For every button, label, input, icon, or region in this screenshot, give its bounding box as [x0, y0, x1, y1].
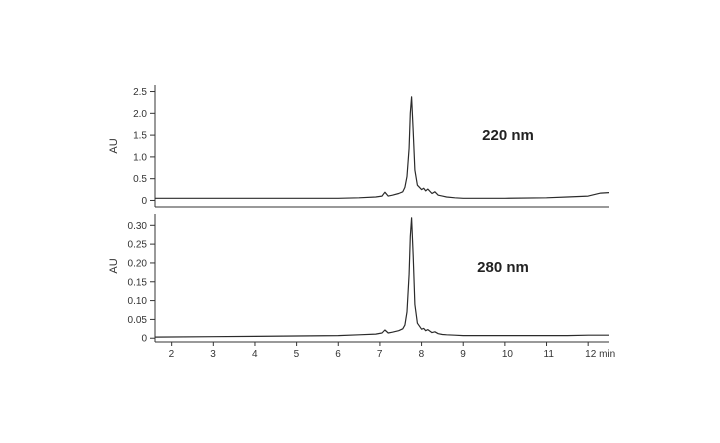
wavelength-label: 220 nm — [482, 127, 534, 144]
y-tick-label: 1.0 — [133, 152, 147, 163]
y-tick-label: 0.30 — [128, 221, 148, 232]
x-tick-label: 4 — [252, 349, 258, 360]
x-tick-label: 2 — [169, 349, 175, 360]
y-tick-label: 2.0 — [133, 109, 147, 120]
y-tick-label: 0.05 — [128, 315, 148, 326]
panel-2: 0 0.05 0.10 0.15 0.20 0.25 0.30 AU 2 3 4 5 6 7 8 9 10 11 1… — [108, 214, 615, 360]
y-tick-label: 0.25 — [128, 240, 148, 251]
y-tick-label: 2.5 — [133, 87, 147, 98]
x-tick-label: 8 — [419, 349, 425, 360]
panel-1: 0 0.5 1.0 1.5 2.0 2.5 AU 220 nm — [108, 85, 610, 208]
chromatogram-trace — [154, 217, 609, 338]
x-tick-label: 12 min — [585, 349, 615, 360]
y-axis-title: AU — [108, 258, 120, 273]
y-axis-title: AU — [108, 138, 120, 153]
x-tick-label: 3 — [210, 349, 216, 360]
x-tick-label: 6 — [335, 349, 341, 360]
x-tick-label: 5 — [294, 349, 300, 360]
chromatogram-trace — [155, 96, 610, 199]
x-tick-label: 10 — [502, 349, 514, 360]
y-tick-label: 0.15 — [128, 277, 148, 288]
wavelength-label: 280 nm — [477, 259, 529, 276]
x-tick-label: 7 — [377, 349, 383, 360]
x-tick-label: 9 — [460, 349, 466, 360]
y-tick-label: 0 — [141, 196, 147, 207]
y-tick-label: 1.5 — [133, 131, 147, 142]
y-tick-label: 0.5 — [133, 174, 147, 185]
y-tick-label: 0 — [141, 334, 147, 345]
x-tick-label: 11 — [544, 349, 555, 360]
y-tick-label: 0.20 — [128, 258, 148, 269]
y-tick-label: 0.10 — [128, 296, 148, 307]
